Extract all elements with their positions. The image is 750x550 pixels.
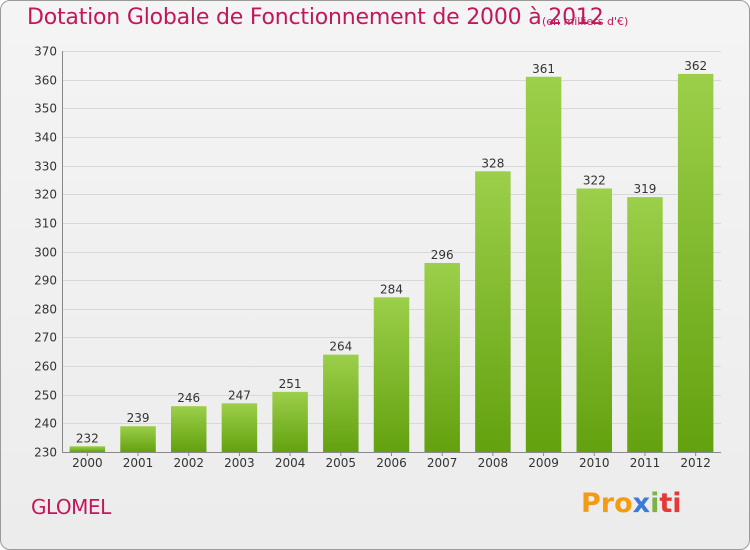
- x-tick-label: 2006: [376, 456, 407, 470]
- x-tick-label: 2005: [326, 456, 357, 470]
- logo-part: Pro: [581, 488, 633, 519]
- logo-part: ti: [659, 488, 682, 519]
- logo-part: x: [632, 488, 651, 519]
- logo-part: i: [650, 488, 660, 519]
- chart-title: Dotation Globale de Fonctionnement de 20…: [27, 5, 604, 30]
- bar: [221, 403, 258, 452]
- data-label: 251: [279, 377, 302, 391]
- y-tick-label: 320: [34, 188, 57, 202]
- commune-name: GLOMEL: [31, 495, 111, 519]
- data-label: 362: [684, 59, 707, 73]
- x-tick-label: 2004: [275, 456, 306, 470]
- y-tick-label: 370: [34, 45, 57, 59]
- data-label: 328: [481, 156, 504, 170]
- data-label: 264: [329, 340, 352, 354]
- y-tick-label: 260: [34, 360, 57, 374]
- data-label: 361: [532, 62, 555, 76]
- bar-layer: [69, 73, 714, 453]
- bar: [69, 446, 106, 452]
- y-tick-label: 290: [34, 274, 57, 288]
- data-label: 322: [583, 173, 606, 187]
- y-tick-label: 230: [34, 446, 57, 460]
- bar: [120, 426, 156, 452]
- y-tick-label: 340: [34, 131, 57, 145]
- bar: [576, 188, 613, 452]
- data-label: 232: [76, 431, 99, 445]
- x-tick-label: 2003: [224, 456, 255, 470]
- x-tick-label: 2002: [173, 456, 204, 470]
- axis-layer: 230 240 250 260 270 280 290 300 310 320 330 340 350 3…: [34, 45, 721, 470]
- y-tick-label: 300: [34, 246, 57, 260]
- y-tick-label: 330: [34, 160, 57, 174]
- unit-label: (en milliers d'€): [542, 15, 629, 28]
- x-tick-label: 2001: [123, 456, 154, 470]
- data-label: 246: [177, 391, 200, 405]
- y-tick-label: 350: [34, 102, 57, 116]
- x-tick-label: 2000: [72, 456, 103, 470]
- bar: [525, 76, 562, 453]
- y-tick-label: 240: [34, 417, 57, 431]
- bar: [170, 406, 207, 452]
- data-label: 247: [228, 388, 251, 402]
- data-label: 319: [634, 182, 657, 196]
- x-tick-label: 2012: [680, 456, 711, 470]
- x-tick-label: 2009: [528, 456, 559, 470]
- y-tick-label: 270: [34, 331, 57, 345]
- y-tick-label: 280: [34, 303, 57, 317]
- bar: [323, 354, 359, 452]
- label-layer: 232 239 246 247 251 264 284 296 328 361 322 319 362: [76, 59, 707, 445]
- x-tick-label: 2007: [427, 456, 458, 470]
- x-tick-label: 2008: [478, 456, 509, 470]
- y-tick-label: 360: [34, 74, 57, 88]
- bar: [272, 391, 308, 452]
- data-label: 239: [127, 411, 150, 425]
- bar: [677, 73, 714, 453]
- y-tick-label: 310: [34, 217, 57, 231]
- proxiti-logo[interactable]: Proxiti: [581, 488, 682, 519]
- bar: [373, 297, 410, 452]
- data-label: 284: [380, 282, 403, 296]
- x-tick-label: 2011: [630, 456, 661, 470]
- y-tick-label: 250: [34, 389, 57, 403]
- data-label: 296: [431, 248, 454, 262]
- x-tick-label: 2010: [579, 456, 610, 470]
- bar: [627, 197, 663, 452]
- bar: [424, 262, 460, 452]
- bar: [475, 171, 511, 453]
